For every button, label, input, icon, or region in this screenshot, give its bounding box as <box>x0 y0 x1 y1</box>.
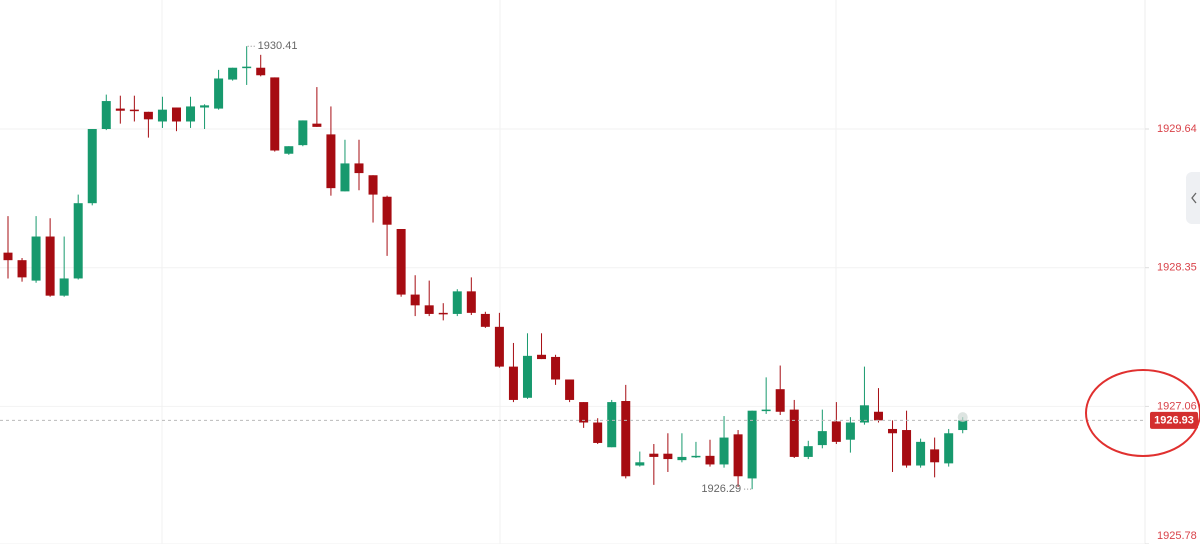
candle-body <box>803 446 813 457</box>
candle-body <box>354 163 364 174</box>
collapse-button[interactable] <box>1186 172 1200 224</box>
candle-body <box>87 129 97 204</box>
candle-body <box>761 409 771 412</box>
price-label: 1926.93 <box>1154 414 1194 426</box>
last-glow <box>957 412 968 423</box>
y-tick-label: 1925.78 <box>1157 530 1197 542</box>
candle-body <box>129 109 139 112</box>
candle-body <box>452 291 462 314</box>
candle-body <box>494 326 504 367</box>
candle-body <box>873 411 883 421</box>
chevron <box>1191 192 1197 204</box>
candle-body <box>635 462 645 466</box>
candle-body <box>326 134 336 189</box>
y-tick-label: 1929.64 <box>1157 123 1197 135</box>
candle-body <box>593 422 603 443</box>
candle-body <box>214 78 224 109</box>
candle-body <box>677 456 687 461</box>
candle-body <box>663 453 673 460</box>
candle-body <box>200 105 210 108</box>
candle-body <box>312 123 322 127</box>
candle-body <box>298 120 308 146</box>
candle-body <box>719 437 729 465</box>
vertical-grid <box>161 0 837 544</box>
candle-body <box>186 106 196 122</box>
candle-body <box>831 421 841 442</box>
candle-body <box>733 434 743 477</box>
candle-body <box>73 203 83 279</box>
candle-body <box>171 107 181 122</box>
min-label: 1926.29 <box>701 483 741 495</box>
candle-body <box>789 409 799 457</box>
candle-body <box>115 108 125 111</box>
candle-body <box>916 441 926 466</box>
candle-body <box>3 252 13 261</box>
candle-body <box>438 312 448 315</box>
candle-body <box>157 109 167 122</box>
candle-body <box>621 401 631 477</box>
candle-body <box>228 67 238 80</box>
candle-body <box>579 402 589 423</box>
candle-body <box>368 175 378 195</box>
candle-body <box>522 355 532 398</box>
candle-body <box>270 77 280 151</box>
candle-body <box>705 455 715 465</box>
candle-body <box>31 236 41 281</box>
candle-body <box>17 260 27 278</box>
candle-body <box>45 236 55 296</box>
candle-body <box>565 379 575 400</box>
candle-body <box>382 196 392 225</box>
candle-body <box>902 430 912 466</box>
candle-body <box>410 294 420 306</box>
candle-body <box>396 228 406 295</box>
plot: 1925.78 1927.06 1928.35 1929.64 1930.41 1926.… <box>0 40 1198 545</box>
candle-body <box>845 422 855 440</box>
y-tick-label: 1928.35 <box>1157 262 1197 274</box>
candle-body <box>284 146 294 154</box>
candle-body <box>775 389 785 412</box>
candle-body <box>944 433 954 464</box>
candle-body <box>747 410 757 479</box>
candle-body <box>958 420 968 431</box>
candle-body <box>537 354 547 360</box>
candle-body <box>649 453 659 457</box>
candle-body <box>340 163 350 192</box>
collapse-tab[interactable] <box>1186 172 1200 224</box>
candle-body <box>691 455 701 458</box>
candle-body <box>242 66 252 69</box>
candle-body <box>930 449 940 463</box>
candle-body <box>143 111 153 120</box>
candle-body <box>859 405 869 423</box>
candle-body <box>256 67 266 76</box>
candle-body <box>508 366 518 400</box>
price-tag <box>1150 411 1198 429</box>
y-tick-label: 1927.06 <box>1157 400 1197 412</box>
candle-body <box>101 101 111 130</box>
candle-body <box>607 402 617 448</box>
candle-body <box>817 431 827 446</box>
candle-body <box>888 428 898 434</box>
candle-body <box>480 313 490 327</box>
candle-body <box>59 278 69 296</box>
candle-body <box>424 305 434 314</box>
highlight-circle <box>1085 369 1200 457</box>
candle-body <box>551 356 561 380</box>
candle-body <box>466 291 476 313</box>
max-label: 1930.41 <box>258 40 298 52</box>
